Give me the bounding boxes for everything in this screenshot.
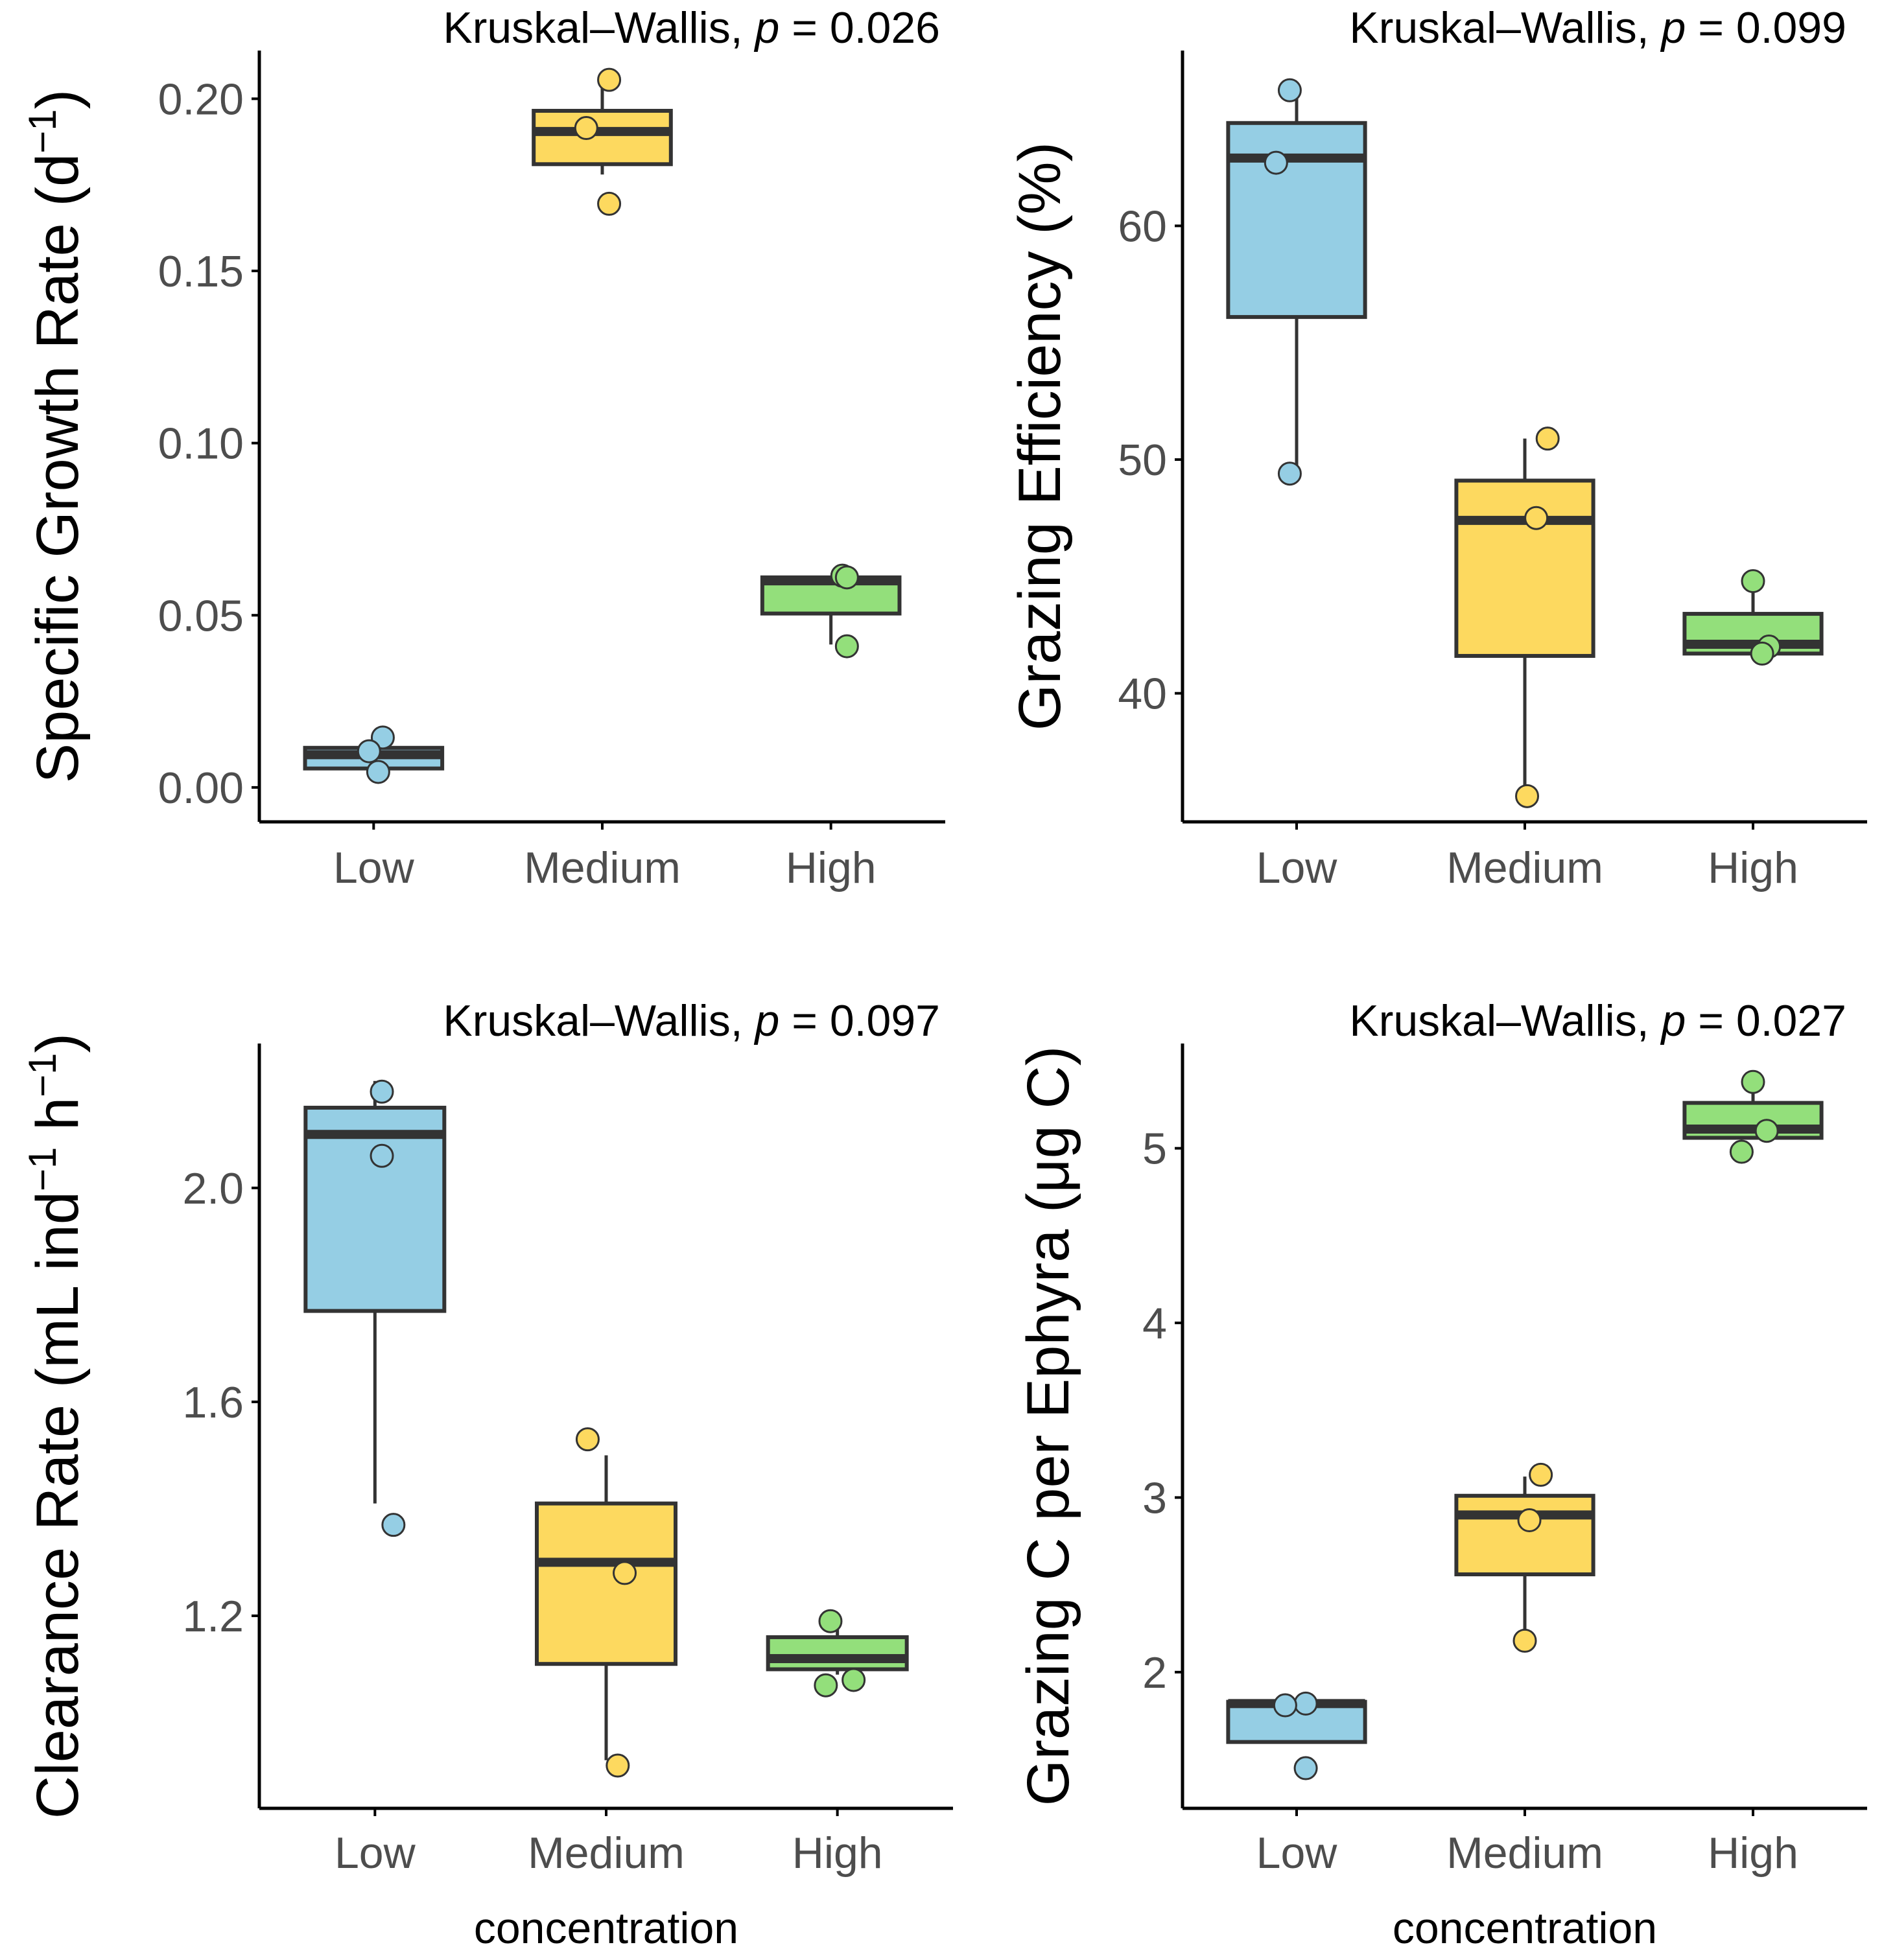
- data-point-high: [834, 634, 859, 659]
- data-point-high: [842, 1668, 866, 1692]
- x-tick-label-medium: Medium: [1446, 1828, 1603, 1878]
- iqr-box: [535, 1501, 677, 1666]
- data-point-high: [1750, 641, 1774, 666]
- kruskal-wallis-annotation: Kruskal–Wallis, p = 0.027: [1349, 996, 1846, 1045]
- data-point-low: [1277, 78, 1302, 102]
- y-tick-label: 0.15: [158, 247, 244, 296]
- data-point-medium: [1529, 1462, 1553, 1487]
- y-tick-label: 40: [1118, 670, 1167, 719]
- data-point-medium: [606, 1753, 630, 1778]
- data-point-high: [1754, 1119, 1779, 1143]
- data-point-low: [1264, 150, 1288, 175]
- y-tick-label: 2: [1142, 1648, 1167, 1698]
- y-tick-label: 1.6: [182, 1378, 244, 1427]
- data-point-medium: [1535, 426, 1560, 451]
- data-point-medium: [1524, 506, 1549, 530]
- y-tick-label: 60: [1118, 202, 1167, 251]
- data-point-low: [1293, 1756, 1318, 1780]
- box-medium: [532, 80, 673, 175]
- data-point-medium: [1512, 1628, 1537, 1653]
- y-axis-label: Specific Growth Rate (d−1): [21, 89, 91, 784]
- data-point-medium: [597, 191, 622, 216]
- iqr-box: [766, 1635, 909, 1672]
- iqr-box: [1226, 121, 1367, 320]
- data-point-medium: [613, 1561, 637, 1585]
- box-medium: [535, 1455, 677, 1760]
- y-tick-label: 0.20: [158, 75, 244, 124]
- x-tick-label-low: Low: [1256, 1828, 1338, 1878]
- y-tick-label: 0.00: [158, 764, 244, 813]
- x-axis-label: concentration: [474, 1904, 738, 1953]
- y-tick-label: 3: [1142, 1473, 1167, 1522]
- data-point-high: [818, 1609, 843, 1633]
- y-tick-label: 50: [1118, 436, 1167, 485]
- data-point-high: [1729, 1139, 1754, 1164]
- x-tick-label-low: Low: [333, 843, 415, 892]
- data-point-low: [370, 1143, 394, 1168]
- iqr-box: [1454, 478, 1595, 658]
- y-tick-label: 0.05: [158, 591, 244, 640]
- y-tick-label: 2.0: [182, 1164, 244, 1213]
- kruskal-wallis-annotation: Kruskal–Wallis, p = 0.026: [443, 3, 940, 52]
- x-tick-label-high: High: [1708, 843, 1798, 892]
- kruskal-wallis-annotation: Kruskal–Wallis, p = 0.099: [1349, 3, 1846, 52]
- data-point-medium: [1517, 1508, 1542, 1532]
- data-point-high: [834, 565, 859, 590]
- x-tick-label-high: High: [792, 1828, 883, 1878]
- x-tick-label-medium: Medium: [1446, 843, 1603, 892]
- data-point-medium: [1515, 784, 1540, 808]
- iqr-box: [532, 108, 673, 167]
- y-tick-label: 5: [1142, 1125, 1167, 1174]
- x-tick-label-high: High: [786, 843, 877, 892]
- data-point-low: [357, 739, 381, 764]
- box-medium: [1454, 1476, 1595, 1637]
- box-high: [1682, 1082, 1824, 1140]
- box-high: [760, 575, 902, 645]
- y-tick-label: 1.2: [182, 1592, 244, 1641]
- data-point-low: [1273, 1693, 1297, 1718]
- y-axis-label: Grazing Efficiency (%): [1007, 142, 1073, 730]
- data-point-medium: [574, 116, 598, 141]
- y-tick-label: 0.10: [158, 419, 244, 469]
- data-point-high: [814, 1673, 838, 1698]
- data-point-low: [381, 1513, 406, 1537]
- kruskal-wallis-annotation: Kruskal–Wallis, p = 0.097: [443, 996, 940, 1045]
- data-point-medium: [597, 67, 622, 92]
- y-axis-label: Clearance Rate (mL ind−1 h−1): [21, 1033, 91, 1819]
- iqr-box: [303, 1106, 447, 1313]
- y-tick-label: 4: [1142, 1299, 1167, 1348]
- data-point-high: [1741, 1069, 1765, 1094]
- panel-bottom-left: 1.2 1.6 2.0 Low Medium High Clearance Rate (mL…: [21, 996, 953, 1953]
- iqr-box: [1454, 1493, 1595, 1576]
- data-point-high: [1741, 569, 1765, 594]
- x-tick-label-low: Low: [1256, 843, 1338, 892]
- data-point-low: [1277, 461, 1302, 486]
- x-tick-label-medium: Medium: [528, 1828, 685, 1878]
- x-tick-label-low: Low: [335, 1828, 416, 1878]
- data-point-low: [370, 1079, 394, 1104]
- box-medium: [1454, 438, 1595, 797]
- panel-bottom-right: 2 3 4 5 Low Medium High Grazing C per Ephyra (μ…: [1015, 996, 1867, 1953]
- panel-top-right: 40 50 60 Low Medium High Grazing Efficiency (%…: [1007, 3, 1867, 892]
- data-point-low: [1293, 1691, 1318, 1716]
- data-point-medium: [575, 1427, 600, 1452]
- x-axis-label: concentration: [1393, 1904, 1657, 1953]
- panel-top-left: 0.00 0.05 0.10 0.15 0.20 Low Medium High Specifi…: [21, 3, 945, 892]
- x-tick-label-high: High: [1708, 1828, 1798, 1878]
- box-low: [1226, 90, 1367, 474]
- data-point-low: [366, 760, 390, 784]
- x-tick-label-medium: Medium: [524, 843, 681, 892]
- box-low: [303, 1080, 447, 1504]
- y-axis-label: Grazing C per Ephyra (μg C): [1015, 1046, 1081, 1806]
